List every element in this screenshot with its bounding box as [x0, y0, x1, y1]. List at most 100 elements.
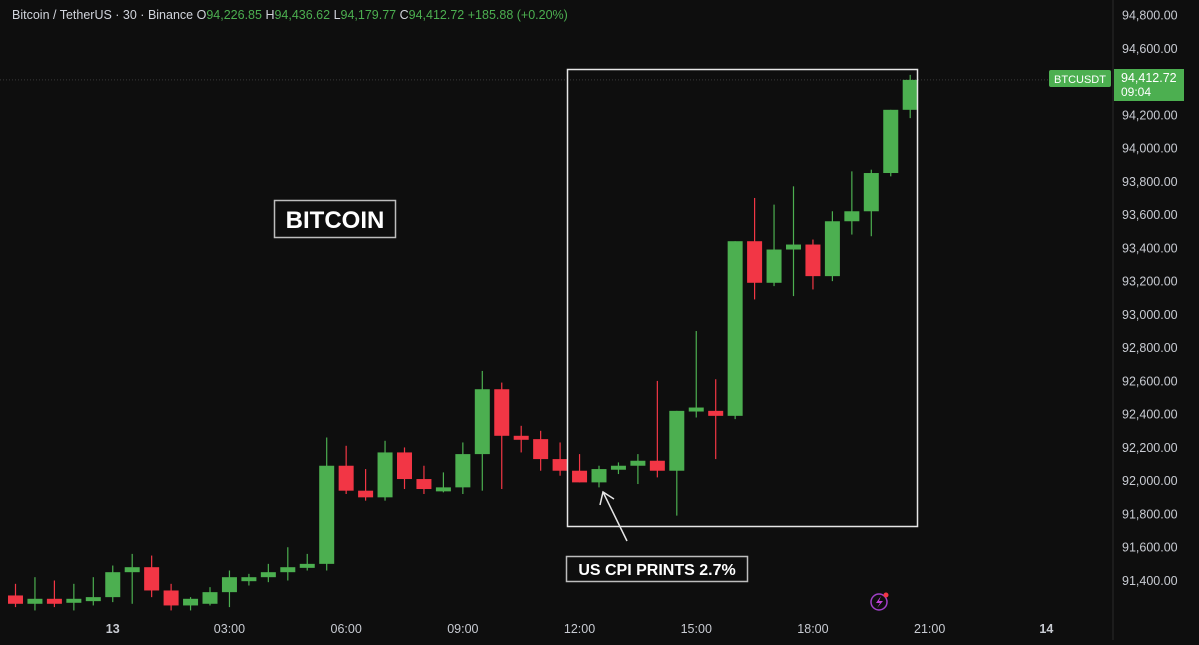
- candle-body[interactable]: [358, 490, 374, 498]
- candle-body[interactable]: [202, 592, 218, 604]
- x-tick-label: 13: [106, 622, 120, 636]
- candle-body[interactable]: [474, 389, 490, 455]
- x-tick-label: 09:00: [447, 622, 478, 636]
- high-label: H: [265, 8, 275, 22]
- close-value: 94,412.72: [408, 8, 465, 22]
- symbol-label: Bitcoin / TetherUS · 30 · Binance: [12, 8, 194, 22]
- candle-body[interactable]: [552, 459, 568, 471]
- y-tick-label: 92,200.00: [1122, 441, 1178, 455]
- low-value: 94,179.77: [340, 8, 397, 22]
- y-tick-label: 92,000.00: [1122, 474, 1178, 488]
- last-price-value: 94,412.72: [1121, 71, 1177, 85]
- lightning-bolt-glyph: [876, 596, 883, 608]
- candle-body[interactable]: [397, 452, 412, 480]
- y-tick-label: 92,400.00: [1122, 408, 1178, 422]
- title-label-box: [273, 199, 397, 239]
- x-tick-label: 12:00: [564, 622, 595, 636]
- x-tick-label: 21:00: [914, 622, 945, 636]
- x-tick-label: 18:00: [797, 622, 828, 636]
- candle-body[interactable]: [708, 410, 724, 416]
- highlight-box: [566, 68, 919, 528]
- symbol-tag: [1049, 70, 1111, 87]
- candle-body[interactable]: [377, 452, 393, 498]
- candle-body[interactable]: [85, 597, 101, 602]
- candle-body[interactable]: [630, 460, 646, 466]
- candle-body[interactable]: [280, 567, 296, 573]
- x-tick-label: 06:00: [331, 622, 362, 636]
- candle-body[interactable]: [786, 244, 801, 250]
- symbol-tag-label: BTCUSDT: [1054, 74, 1106, 86]
- candle-body[interactable]: [260, 572, 276, 578]
- candle-body[interactable]: [824, 221, 840, 277]
- candle-body[interactable]: [649, 460, 665, 471]
- y-tick-label: 92,800.00: [1122, 341, 1178, 355]
- candle-body[interactable]: [727, 241, 743, 416]
- y-tick-label: 91,400.00: [1122, 574, 1178, 588]
- cpi-arrow-head: [599, 490, 615, 506]
- candle-body[interactable]: [902, 79, 918, 110]
- y-tick-label: 93,400.00: [1122, 241, 1178, 255]
- y-tick-label: 94,000.00: [1122, 142, 1178, 156]
- candle-body[interactable]: [105, 572, 121, 598]
- candle-body[interactable]: [124, 567, 140, 573]
- y-tick-label: 92,600.00: [1122, 374, 1178, 388]
- candle-body[interactable]: [747, 241, 763, 283]
- ohlc-legend: Bitcoin / TetherUS · 30 · Binance O94,22…: [12, 8, 568, 22]
- cpi-label-box: [565, 555, 749, 583]
- candle-body[interactable]: [183, 598, 199, 606]
- candle-body[interactable]: [610, 465, 626, 470]
- candle-body[interactable]: [144, 567, 160, 591]
- candle-body[interactable]: [338, 465, 354, 491]
- x-tick-label: 03:00: [214, 622, 245, 636]
- last-price-tag: [1114, 69, 1184, 101]
- candle-body[interactable]: [241, 577, 257, 582]
- candle-body[interactable]: [669, 410, 685, 471]
- y-tick-label: 93,000.00: [1122, 308, 1178, 322]
- candle-body[interactable]: [46, 598, 62, 604]
- candle-body[interactable]: [805, 244, 821, 277]
- candle-body[interactable]: [455, 454, 471, 488]
- y-tick-label: 94,800.00: [1122, 9, 1178, 23]
- y-tick-label: 93,800.00: [1122, 175, 1178, 189]
- candle-body[interactable]: [883, 109, 899, 174]
- candle-body[interactable]: [66, 598, 82, 603]
- cpi-label: US CPI PRINTS 2.7%: [578, 562, 735, 579]
- candle-body[interactable]: [844, 211, 860, 222]
- candle-body[interactable]: [572, 470, 588, 483]
- high-value: 94,436.62: [274, 8, 331, 22]
- x-tick-label: 14: [1039, 622, 1053, 636]
- candle-body[interactable]: [533, 439, 549, 460]
- x-tick-label: 15:00: [681, 622, 712, 636]
- low-label: L: [333, 8, 341, 22]
- lightning-alert-icon[interactable]: [870, 593, 888, 611]
- open-label: O: [196, 8, 207, 22]
- close-label: C: [399, 8, 409, 22]
- y-tick-label: 93,200.00: [1122, 275, 1178, 289]
- candle-body[interactable]: [766, 249, 782, 283]
- change-value: +185.88 (+0.20%): [467, 8, 568, 22]
- candle-body[interactable]: [435, 487, 451, 492]
- candle-body[interactable]: [163, 590, 179, 606]
- candle-body[interactable]: [8, 595, 23, 604]
- candle-body[interactable]: [688, 407, 704, 412]
- candle-body[interactable]: [494, 389, 510, 436]
- candle-body[interactable]: [221, 577, 237, 593]
- candle-body[interactable]: [416, 479, 432, 490]
- bar-countdown: 09:04: [1121, 85, 1151, 99]
- candle-body[interactable]: [863, 173, 879, 212]
- candle-body[interactable]: [513, 435, 529, 440]
- title-label: BITCOIN: [286, 207, 385, 234]
- open-value: 94,226.85: [206, 8, 262, 22]
- y-tick-label: 94,600.00: [1122, 42, 1178, 56]
- candle-body[interactable]: [319, 465, 335, 564]
- alert-dot: [883, 592, 889, 598]
- y-tick-label: 94,200.00: [1122, 108, 1178, 122]
- candle-body[interactable]: [27, 598, 43, 604]
- candle-body[interactable]: [299, 563, 315, 568]
- y-tick-label: 93,600.00: [1122, 208, 1178, 222]
- candle-body[interactable]: [591, 469, 607, 483]
- cpi-arrow-line: [602, 491, 628, 542]
